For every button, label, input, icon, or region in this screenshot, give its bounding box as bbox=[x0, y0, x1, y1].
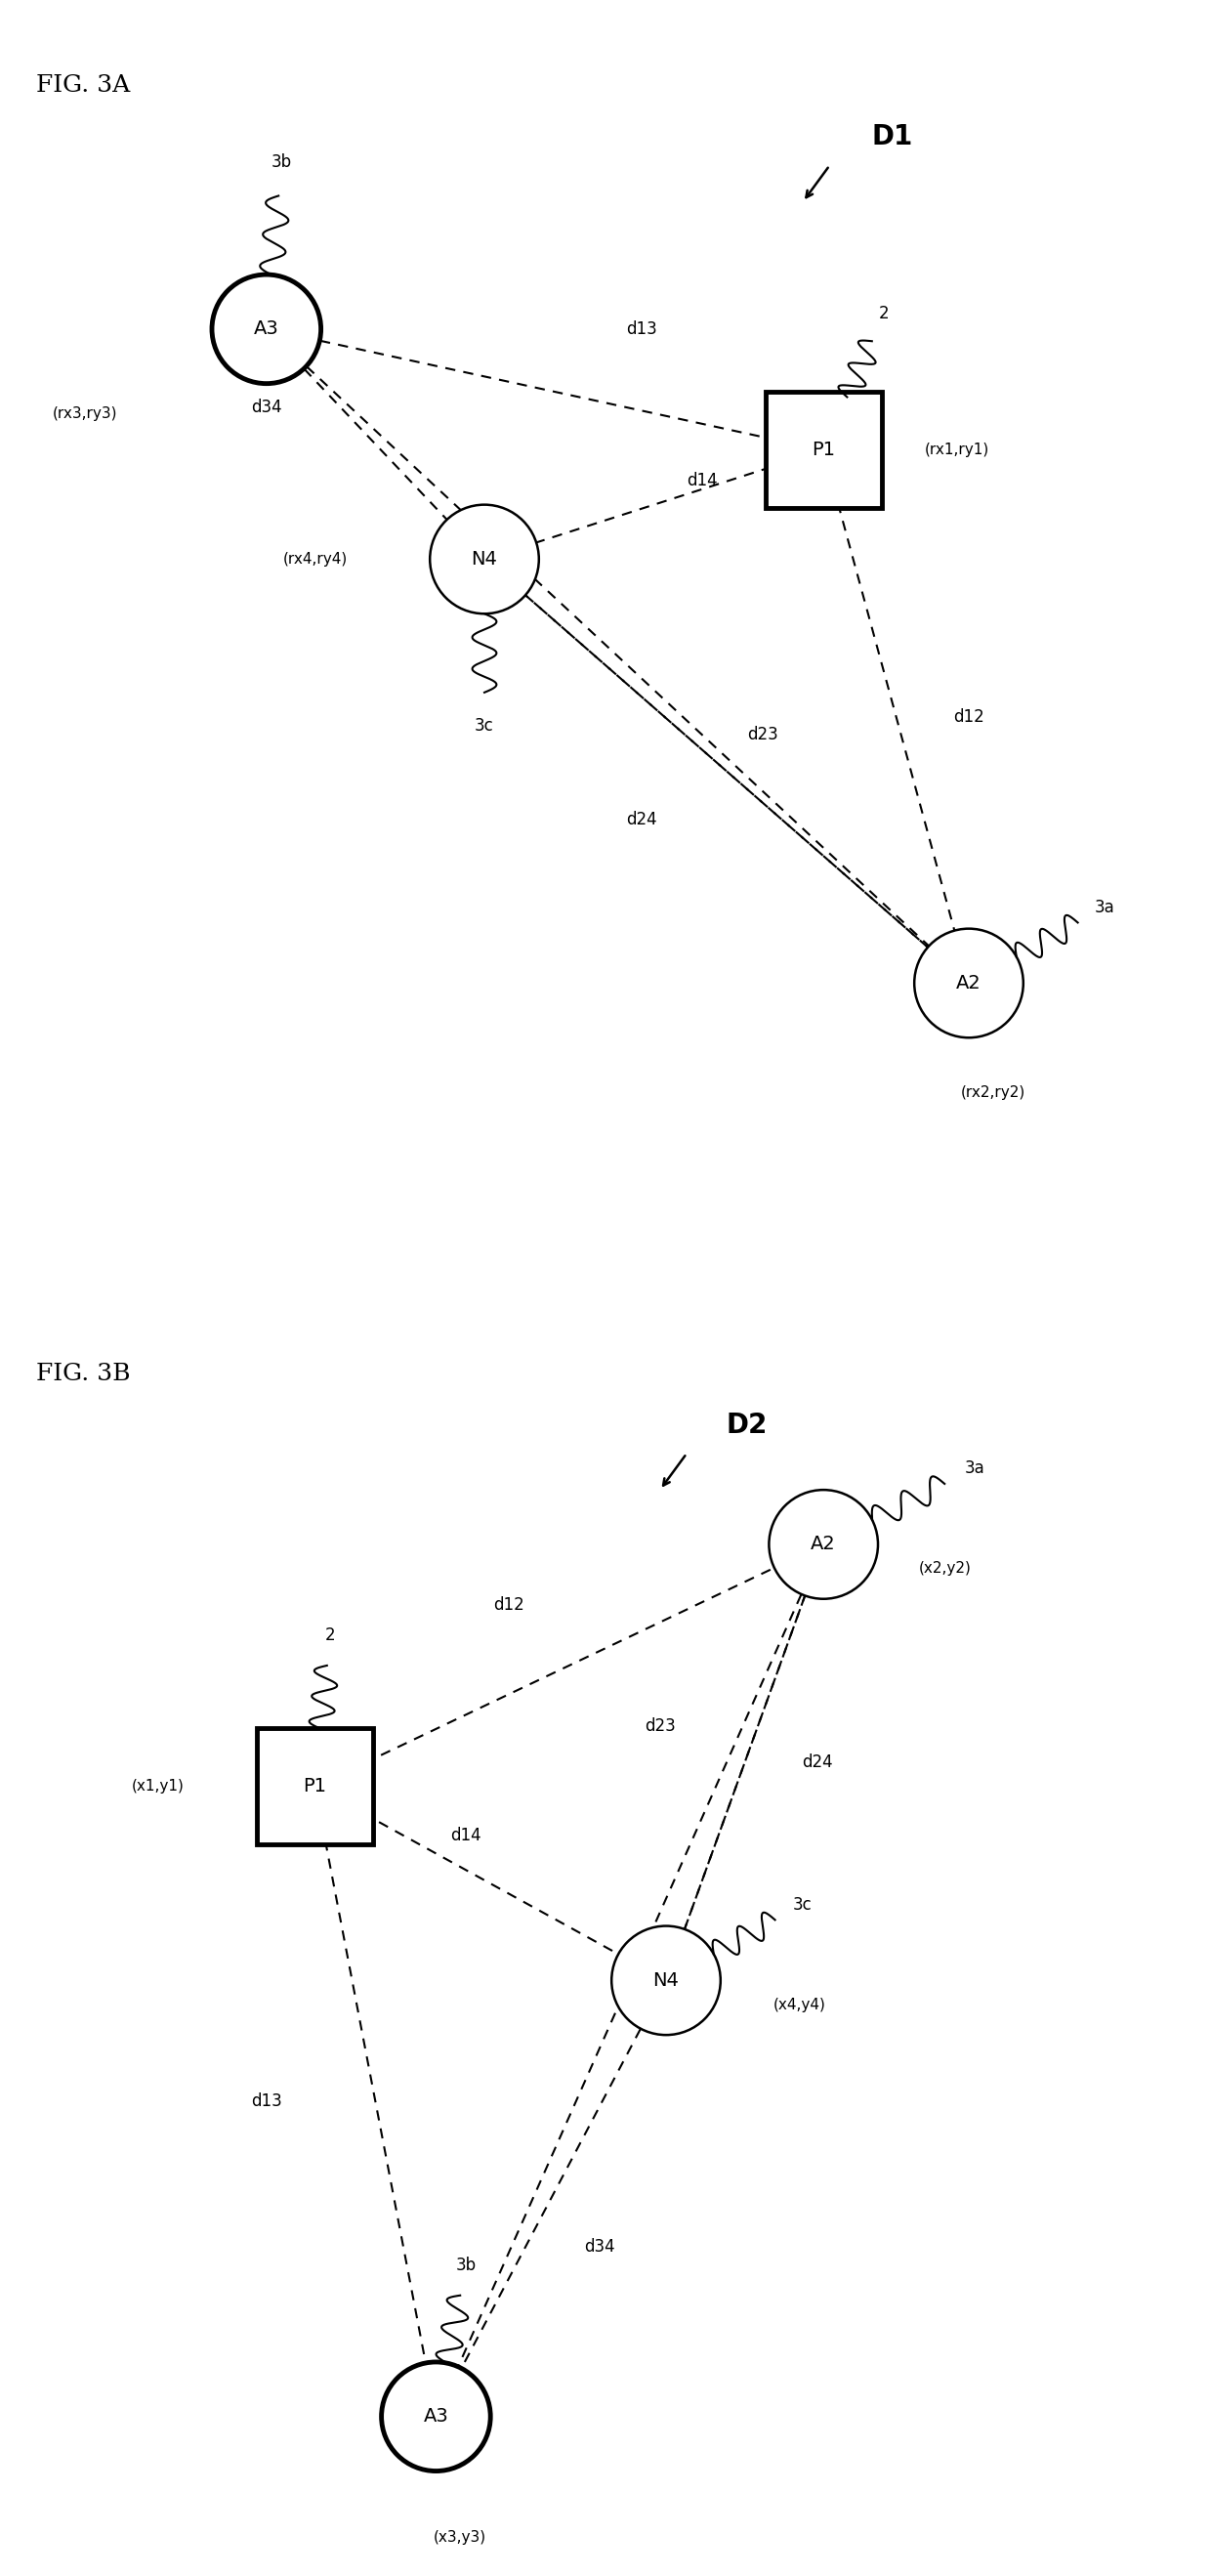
Text: (rx4,ry4): (rx4,ry4) bbox=[282, 551, 348, 567]
Text: 2: 2 bbox=[325, 1625, 335, 1643]
Text: A3: A3 bbox=[424, 2406, 448, 2427]
Bar bbox=[257, 1728, 373, 1844]
Text: d24: d24 bbox=[626, 811, 658, 829]
Circle shape bbox=[769, 1489, 878, 1600]
Text: N4: N4 bbox=[471, 549, 498, 569]
Text: 3c: 3c bbox=[475, 716, 494, 734]
Bar bbox=[765, 392, 882, 507]
Circle shape bbox=[212, 276, 321, 384]
Text: FIG. 3A: FIG. 3A bbox=[36, 75, 131, 98]
Text: (rx3,ry3): (rx3,ry3) bbox=[52, 407, 117, 422]
Text: A2: A2 bbox=[957, 974, 981, 992]
Text: 3a: 3a bbox=[1095, 899, 1115, 917]
Text: A3: A3 bbox=[254, 319, 279, 337]
Text: d34: d34 bbox=[584, 2239, 615, 2257]
Text: (rx2,ry2): (rx2,ry2) bbox=[960, 1084, 1026, 1100]
Text: d24: d24 bbox=[802, 1754, 833, 1772]
Text: 2: 2 bbox=[879, 304, 889, 322]
Text: 3c: 3c bbox=[793, 1896, 811, 1914]
Text: 3b: 3b bbox=[271, 155, 292, 170]
Text: d23: d23 bbox=[747, 726, 779, 744]
Text: P1: P1 bbox=[811, 440, 836, 459]
Text: D1: D1 bbox=[872, 124, 913, 149]
Text: d14: d14 bbox=[450, 1826, 482, 1844]
Circle shape bbox=[381, 2362, 490, 2470]
Text: d14: d14 bbox=[687, 471, 718, 489]
Text: d13: d13 bbox=[626, 319, 658, 337]
Text: (x1,y1): (x1,y1) bbox=[131, 1780, 184, 1793]
Circle shape bbox=[612, 1927, 721, 2035]
Text: d34: d34 bbox=[251, 399, 282, 417]
Circle shape bbox=[914, 930, 1023, 1038]
Text: (rx1,ry1): (rx1,ry1) bbox=[924, 443, 989, 459]
Text: 3b: 3b bbox=[455, 2257, 477, 2275]
Text: D2: D2 bbox=[727, 1412, 768, 1437]
Text: (x4,y4): (x4,y4) bbox=[773, 1996, 826, 2012]
Text: (x3,y3): (x3,y3) bbox=[434, 2530, 487, 2545]
Text: FIG. 3B: FIG. 3B bbox=[36, 1363, 131, 1386]
Text: 3a: 3a bbox=[965, 1461, 985, 1479]
Text: N4: N4 bbox=[653, 1971, 679, 1989]
Text: A2: A2 bbox=[811, 1535, 836, 1553]
Text: d23: d23 bbox=[644, 1718, 676, 1734]
Text: d12: d12 bbox=[953, 708, 985, 726]
Text: d13: d13 bbox=[251, 2092, 282, 2110]
Circle shape bbox=[430, 505, 539, 613]
Text: d12: d12 bbox=[493, 1597, 524, 1613]
Text: P1: P1 bbox=[303, 1777, 327, 1795]
Text: (x2,y2): (x2,y2) bbox=[918, 1561, 971, 1577]
